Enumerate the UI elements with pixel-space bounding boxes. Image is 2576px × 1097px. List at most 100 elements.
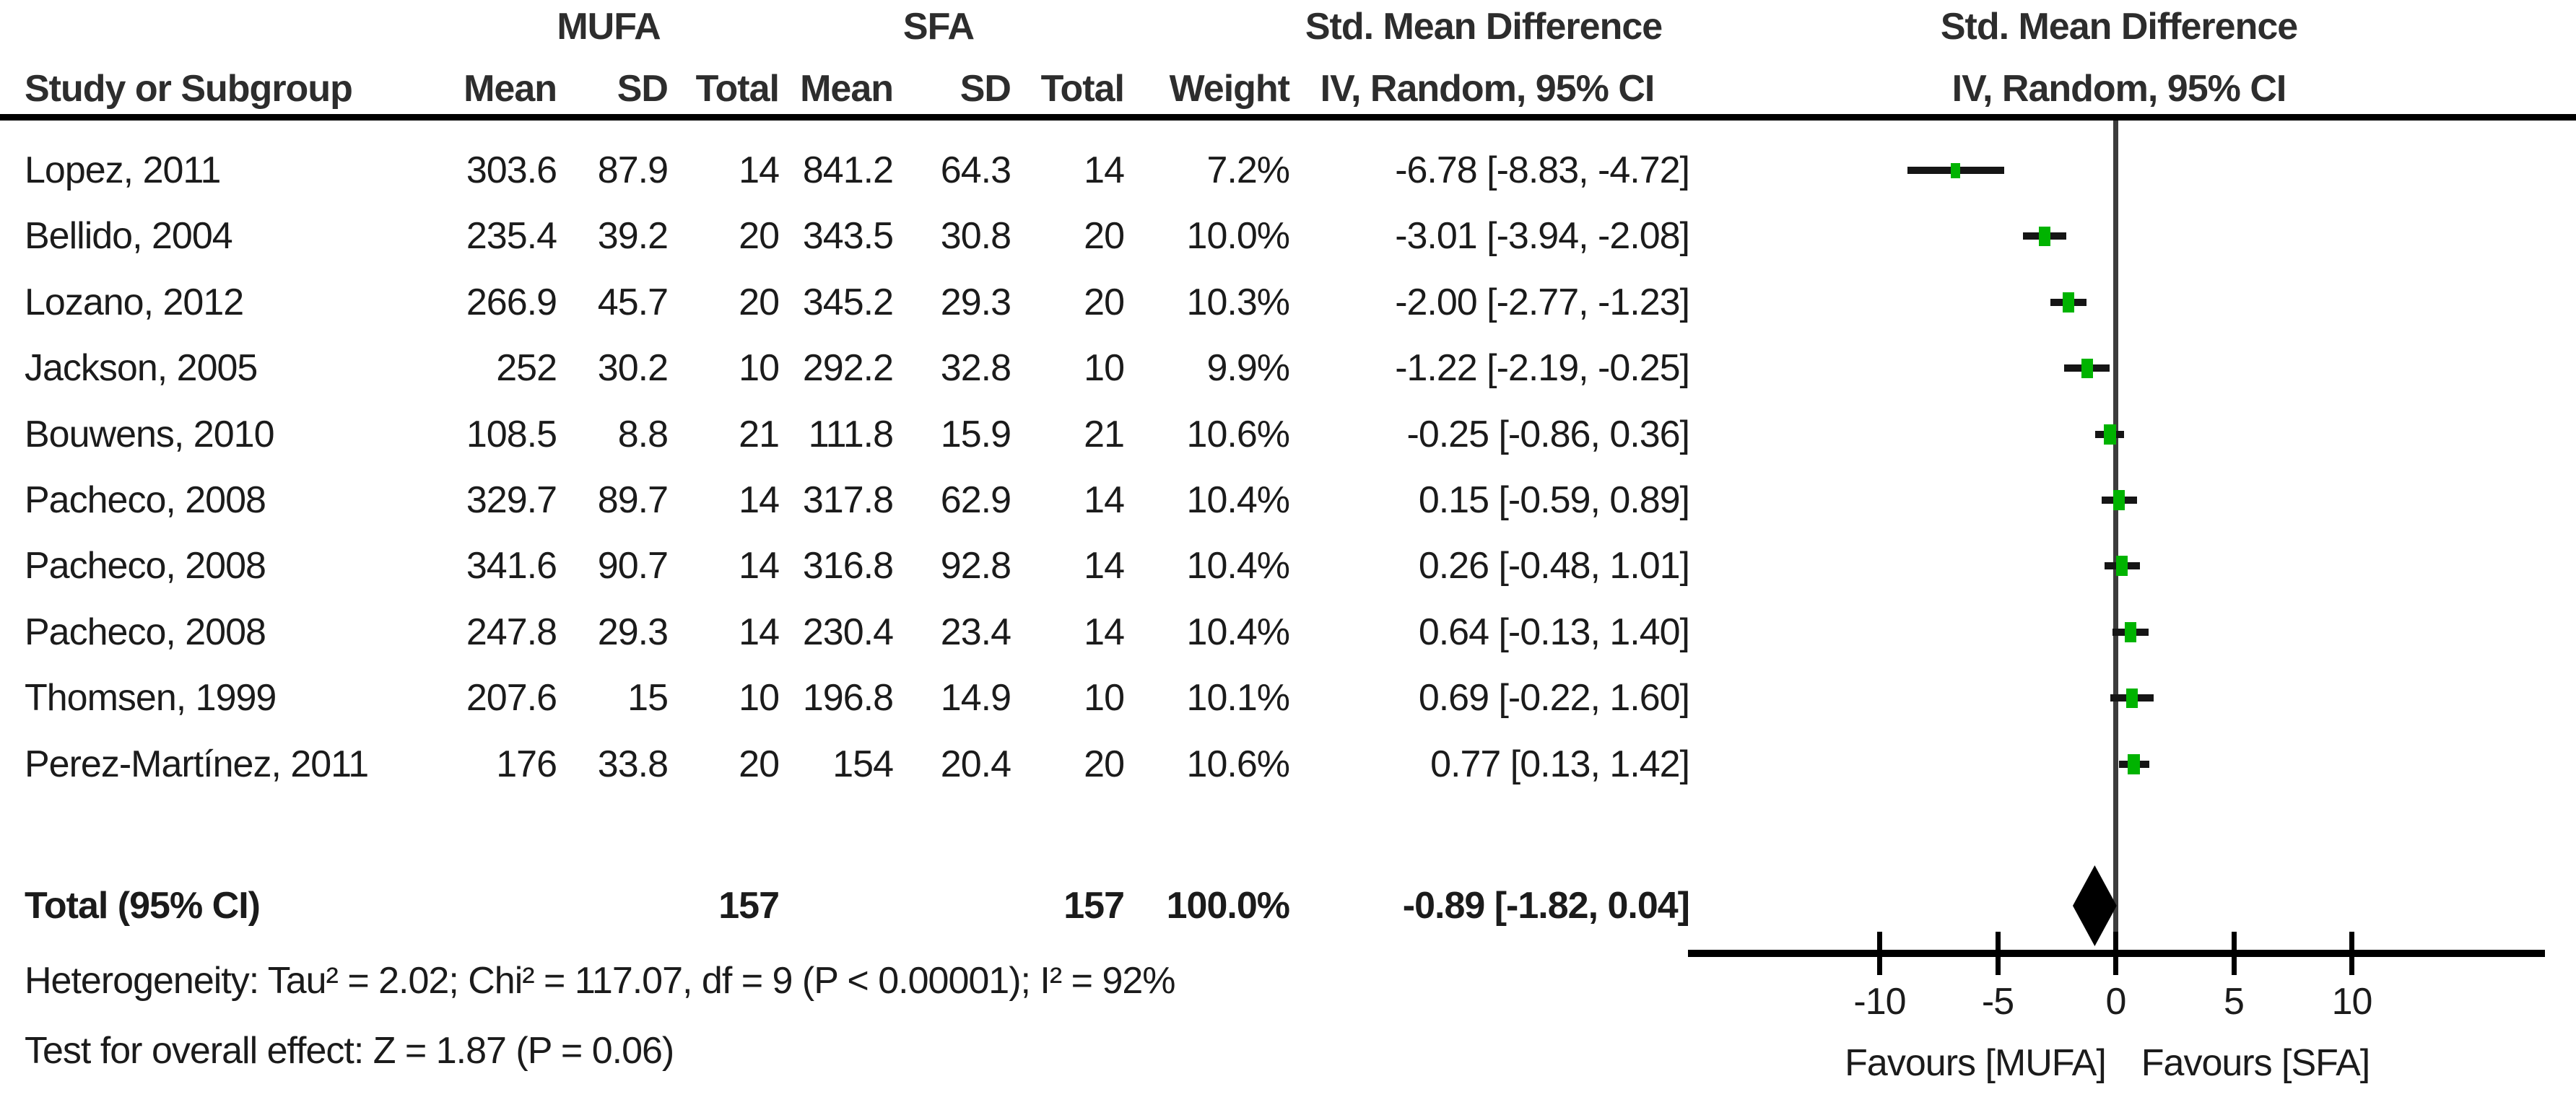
cell-mufa-total: 14 <box>739 479 780 521</box>
cell-sfa-total: 14 <box>1084 149 1125 191</box>
total-sfa-n: 157 <box>1063 885 1125 927</box>
cell-mufa-mean: 235.4 <box>466 215 557 258</box>
point-estimate-marker <box>2081 358 2093 378</box>
cell-sfa-sd: 92.8 <box>940 545 1011 587</box>
cell-sfa-sd: 32.8 <box>940 347 1011 390</box>
cell-mufa-sd: 45.7 <box>597 281 669 323</box>
cell-mufa-total: 14 <box>739 611 780 653</box>
total-row-label: Total (95% CI) <box>25 885 261 927</box>
header-separator-line <box>0 114 2576 121</box>
axis-tick-mark <box>2231 932 2237 975</box>
cell-mufa-mean: 207.6 <box>466 677 557 720</box>
cell-mufa-total: 20 <box>739 215 780 258</box>
cell-mufa-sd: 33.8 <box>597 743 669 785</box>
cell-mufa-mean: 266.9 <box>466 281 557 323</box>
col-header-study: Study or Subgroup <box>25 68 353 110</box>
point-estimate-marker <box>2116 556 2128 577</box>
study-name: Perez-Martínez, 2011 <box>25 743 369 785</box>
cell-sfa-mean: 343.5 <box>802 215 894 258</box>
cell-sfa-mean: 316.8 <box>802 545 894 587</box>
cell-mufa-sd: 90.7 <box>597 545 669 587</box>
cell-sfa-sd: 30.8 <box>940 215 1011 258</box>
cell-sfa-mean: 230.4 <box>802 611 894 653</box>
cell-sfa-mean: 292.2 <box>802 347 894 390</box>
total-ci-label: -0.89 [-1.82, 0.04] <box>1402 885 1690 927</box>
col-header-sfa-mean: Mean <box>800 68 894 110</box>
smd-header-left: Std. Mean Difference <box>1305 6 1663 48</box>
axis-tick-label: -5 <box>1981 981 2014 1023</box>
cell-smd-ci-label: 0.64 [-0.13, 1.40] <box>1418 611 1690 653</box>
cell-mufa-total: 14 <box>739 149 780 191</box>
cell-sfa-sd: 14.9 <box>940 677 1011 720</box>
axis-tick-mark <box>1877 932 1882 975</box>
col-header-sfa-total: Total <box>1040 68 1125 110</box>
study-name: Pacheco, 2008 <box>25 479 266 521</box>
col-header-mufa-mean: Mean <box>464 68 557 110</box>
cell-smd-ci-label: -2.00 [-2.77, -1.23] <box>1395 281 1690 323</box>
cell-sfa-sd: 62.9 <box>940 479 1011 521</box>
axis-tick-mark <box>2113 932 2118 975</box>
cell-weight-label: 10.1% <box>1186 677 1290 720</box>
cell-mufa-mean: 329.7 <box>466 479 557 521</box>
point-estimate-marker <box>2039 226 2051 246</box>
cell-mufa-sd: 89.7 <box>597 479 669 521</box>
cell-sfa-total: 20 <box>1084 281 1125 323</box>
point-estimate-marker <box>2063 292 2075 313</box>
overall-effect-note: Test for overall effect: Z = 1.87 (P = 0… <box>25 1030 674 1072</box>
heterogeneity-note: Heterogeneity: Tau² = 2.02; Chi² = 117.0… <box>25 960 1176 1002</box>
point-estimate-marker <box>2128 753 2141 774</box>
col-header-weight: Weight <box>1169 68 1290 110</box>
study-name: Pacheco, 2008 <box>25 545 266 587</box>
col-header-mufa-total: Total <box>695 68 780 110</box>
cell-mufa-sd: 87.9 <box>597 149 669 191</box>
study-name: Thomsen, 1999 <box>25 677 277 720</box>
study-name: Lozano, 2012 <box>25 281 244 323</box>
study-name: Jackson, 2005 <box>25 347 258 390</box>
axis-tick-mark <box>1995 932 2001 975</box>
col-header-mufa-sd: SD <box>617 68 669 110</box>
group-header-sfa: SFA <box>902 6 975 48</box>
cell-mufa-sd: 30.2 <box>597 347 669 390</box>
cell-weight-label: 10.6% <box>1186 743 1290 785</box>
group-header-mufa: MUFA <box>557 6 661 48</box>
favours-right-label: Favours [SFA] <box>2141 1042 2370 1084</box>
study-name: Bellido, 2004 <box>25 215 233 258</box>
point-estimate-marker <box>2113 490 2125 510</box>
total-mufa-n: 157 <box>718 885 780 927</box>
cell-sfa-total: 10 <box>1084 677 1125 720</box>
point-estimate-marker <box>2103 424 2116 445</box>
cell-mufa-mean: 247.8 <box>466 611 557 653</box>
cell-mufa-mean: 108.5 <box>466 413 557 455</box>
cell-mufa-sd: 8.8 <box>617 413 669 455</box>
study-name: Lopez, 2011 <box>25 149 221 191</box>
cell-sfa-mean: 317.8 <box>802 479 894 521</box>
cell-mufa-total: 21 <box>739 413 780 455</box>
col-header-ci-left: IV, Random, 95% CI <box>1320 68 1655 110</box>
cell-mufa-mean: 176 <box>496 743 557 785</box>
cell-sfa-total: 14 <box>1084 479 1125 521</box>
cell-sfa-mean: 111.8 <box>808 413 894 455</box>
cell-mufa-total: 10 <box>739 677 780 720</box>
cell-mufa-total: 20 <box>739 281 780 323</box>
cell-sfa-mean: 196.8 <box>802 677 894 720</box>
cell-mufa-total: 14 <box>739 545 780 587</box>
cell-weight-label: 10.4% <box>1186 611 1290 653</box>
cell-mufa-mean: 252 <box>496 347 557 390</box>
cell-weight-label: 9.9% <box>1206 347 1290 390</box>
cell-smd-ci-label: -0.25 [-0.86, 0.36] <box>1406 413 1691 455</box>
point-estimate-marker <box>1951 162 1961 178</box>
cell-sfa-sd: 23.4 <box>940 611 1011 653</box>
cell-weight-label: 10.3% <box>1186 281 1290 323</box>
cell-mufa-sd: 39.2 <box>597 215 669 258</box>
cell-sfa-sd: 20.4 <box>940 743 1011 785</box>
cell-mufa-mean: 303.6 <box>466 149 557 191</box>
cell-mufa-total: 20 <box>739 743 780 785</box>
cell-sfa-total: 20 <box>1084 215 1125 258</box>
cell-smd-ci-label: -6.78 [-8.83, -4.72] <box>1395 149 1690 191</box>
cell-sfa-sd: 64.3 <box>940 149 1011 191</box>
cell-sfa-sd: 15.9 <box>940 413 1011 455</box>
axis-tick-label: 10 <box>2331 981 2373 1023</box>
axis-tick-mark <box>2349 932 2354 975</box>
cell-sfa-total: 20 <box>1084 743 1125 785</box>
